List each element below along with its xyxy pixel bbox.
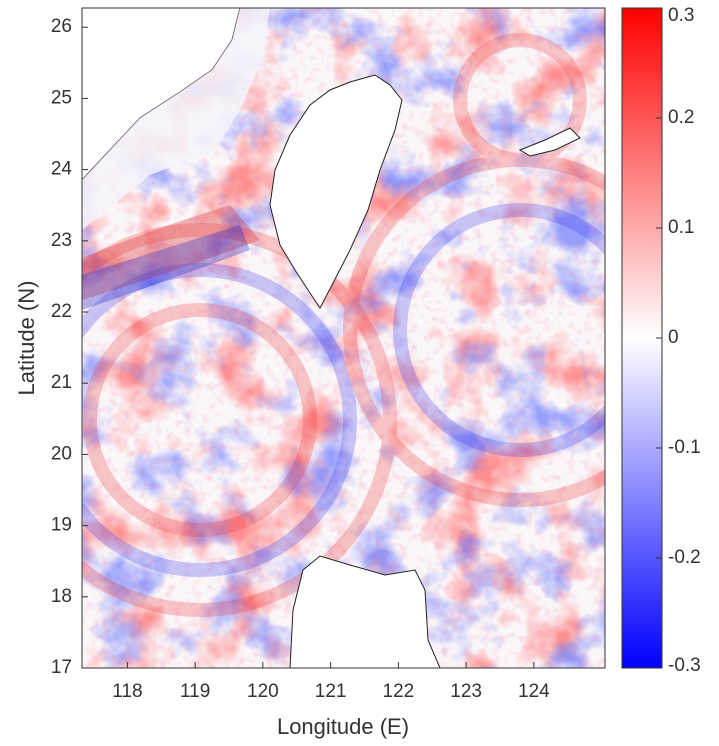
x-tick-label: 124	[518, 681, 550, 702]
colorbar-tick-label: 0.1	[668, 217, 694, 238]
y-tick-label: 24	[51, 159, 73, 180]
colorbar-tick-label: 0.3	[668, 5, 694, 26]
y-axis-label: Latitude (N)	[14, 281, 39, 396]
x-tick-label: 121	[315, 681, 347, 702]
y-tick-label: 21	[51, 372, 72, 393]
colorbar-tick-label: -0.3	[668, 655, 701, 676]
x-tick-label: 122	[383, 681, 415, 702]
x-tick-label: 120	[247, 681, 279, 702]
colorbar-tick-label: 0	[668, 327, 679, 348]
x-tick-label: 123	[450, 681, 482, 702]
colorbar-tick-label: -0.2	[668, 547, 701, 568]
colorbar-tick-label: -0.1	[668, 437, 701, 458]
colorbar-tick-label: 0.2	[668, 107, 694, 128]
x-tick-label: 119	[180, 681, 210, 702]
colorbar	[621, 7, 663, 669]
y-tick-label: 17	[51, 657, 72, 678]
y-tick-label: 26	[51, 16, 72, 37]
x-axis-label: Longitude (E)	[277, 714, 409, 739]
y-tick-label: 23	[51, 230, 72, 251]
y-tick-label: 19	[51, 515, 72, 536]
axes-frame	[81, 7, 606, 669]
x-tick-label: 118	[112, 681, 142, 702]
y-tick-label: 18	[51, 586, 72, 607]
field	[82, 8, 605, 668]
y-tick-label: 20	[51, 443, 72, 464]
y-tick-label: 22	[51, 301, 72, 322]
y-tick-label: 25	[51, 87, 72, 108]
